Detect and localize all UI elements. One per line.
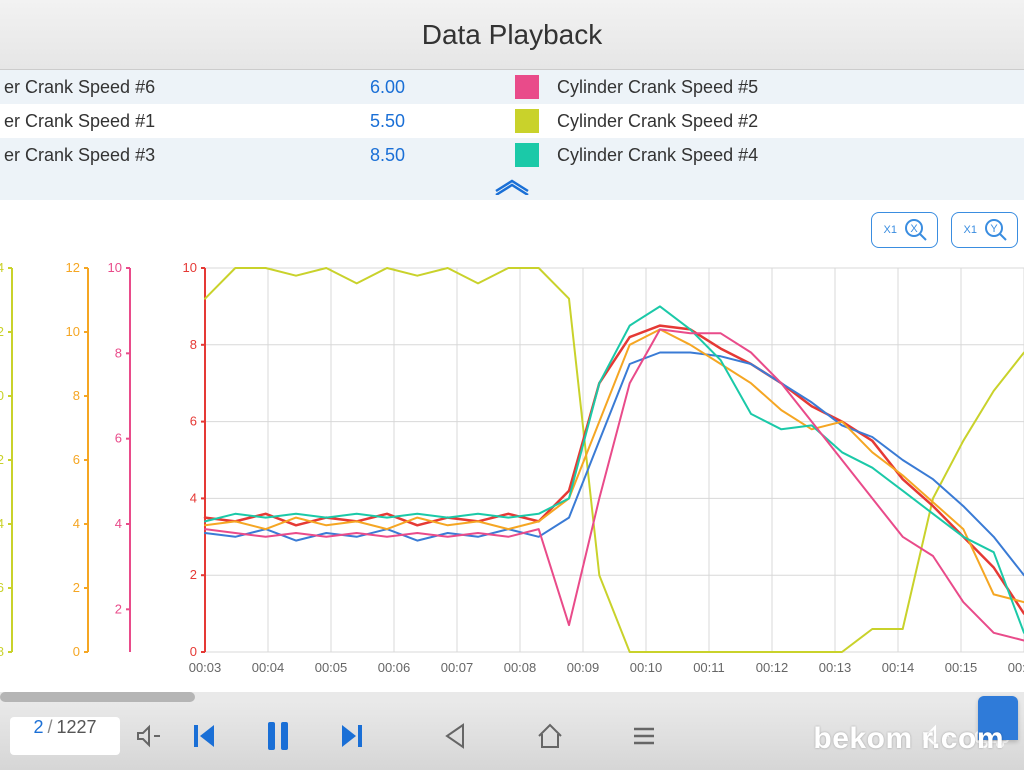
- current-frame: 2: [33, 717, 43, 738]
- svg-text:6: 6: [190, 414, 197, 429]
- svg-text:0: 0: [0, 388, 4, 403]
- legend-row[interactable]: er Crank Speed #38.50 Cylinder Crank Spee…: [0, 138, 1024, 172]
- svg-text:00:05: 00:05: [315, 660, 348, 675]
- nav-home-button[interactable]: [528, 714, 572, 758]
- title-bar: Data Playback: [0, 0, 1024, 70]
- svg-text:Y: Y: [990, 223, 998, 235]
- legend-right-label: Cylinder Crank Speed #4: [557, 145, 758, 166]
- menu-button[interactable]: [622, 714, 666, 758]
- legend-color-swatch: [515, 143, 539, 167]
- svg-text:-6: -6: [0, 580, 4, 595]
- svg-text:0: 0: [190, 644, 197, 659]
- svg-text:00:09: 00:09: [567, 660, 600, 675]
- timeline-scrollbar[interactable]: [0, 692, 1024, 702]
- zoom-x-icon: X: [903, 217, 929, 243]
- total-frames: 1227: [56, 717, 96, 738]
- page-title: Data Playback: [422, 19, 603, 51]
- collapse-legend-button[interactable]: [0, 172, 1024, 200]
- legend-table: er Crank Speed #66.00 Cylinder Crank Spee…: [0, 70, 1024, 172]
- pause-button[interactable]: [256, 714, 300, 758]
- svg-text:-8: -8: [0, 644, 4, 659]
- svg-text:-4: -4: [0, 516, 4, 531]
- svg-text:0: 0: [73, 644, 80, 659]
- svg-text:X: X: [910, 223, 918, 235]
- legend-color-swatch: [515, 109, 539, 133]
- skip-next-icon: [338, 720, 366, 752]
- svg-text:4: 4: [73, 516, 80, 531]
- svg-text:4: 4: [0, 260, 4, 275]
- home-icon: [534, 721, 566, 751]
- pause-icon: [264, 719, 292, 753]
- svg-text:00:11: 00:11: [693, 660, 725, 675]
- playback-controls: [182, 714, 374, 758]
- legend-left-value: 6.00: [345, 77, 435, 98]
- zoom-y-icon: Y: [983, 217, 1009, 243]
- legend-left-label: er Crank Speed #1: [0, 111, 345, 132]
- chevron-up-double-icon: [492, 177, 532, 195]
- expand-button[interactable]: [978, 696, 1018, 740]
- zoom-y-button[interactable]: X1 Y: [951, 212, 1018, 248]
- svg-text:2: 2: [190, 567, 197, 582]
- zoom-bar: X1 X X1 Y: [0, 200, 1024, 260]
- volume-down-button[interactable]: [126, 714, 170, 758]
- skip-prev-icon: [190, 720, 218, 752]
- svg-text:10: 10: [108, 260, 122, 275]
- svg-text:10: 10: [66, 324, 80, 339]
- svg-text:8: 8: [190, 337, 197, 352]
- frame-separator: /: [47, 717, 52, 738]
- legend-left-label: er Crank Speed #6: [0, 77, 345, 98]
- svg-text:2: 2: [0, 324, 4, 339]
- legend-right-label: Cylinder Crank Speed #5: [557, 77, 758, 98]
- nav-back-icon: [441, 721, 471, 751]
- frame-counter: 2 / 1227: [10, 717, 120, 755]
- svg-text:00:04: 00:04: [252, 660, 285, 675]
- svg-text:00:14: 00:14: [882, 660, 915, 675]
- volume-up-icon: [921, 722, 951, 750]
- svg-text:00:15: 00:15: [945, 660, 978, 675]
- zoom-x-label: X1: [884, 224, 897, 236]
- menu-icon: [630, 722, 658, 750]
- svg-text:10: 10: [183, 260, 197, 275]
- svg-text:12: 12: [66, 260, 80, 275]
- svg-text:00:16: 00:16: [1008, 660, 1024, 675]
- line-chart: 00:03 00:04 00:05 00:06 00:07 00:08 00:09 00:10…: [0, 260, 1024, 692]
- chart-area[interactable]: 00:03 00:04 00:05 00:06 00:07 00:08 00:09 00:10…: [0, 260, 1024, 692]
- nav-back-button[interactable]: [434, 714, 478, 758]
- skip-prev-button[interactable]: [182, 714, 226, 758]
- zoom-y-label: X1: [964, 224, 977, 236]
- skip-next-button[interactable]: [330, 714, 374, 758]
- svg-text:00:13: 00:13: [819, 660, 852, 675]
- zoom-x-button[interactable]: X1 X: [871, 212, 938, 248]
- legend-row[interactable]: er Crank Speed #15.50 Cylinder Crank Spee…: [0, 104, 1024, 138]
- volume-up-button[interactable]: [914, 714, 958, 758]
- svg-text:00:06: 00:06: [378, 660, 411, 675]
- svg-text:2: 2: [73, 580, 80, 595]
- svg-text:00:07: 00:07: [441, 660, 474, 675]
- scrollbar-thumb[interactable]: [0, 692, 195, 702]
- svg-text:8: 8: [115, 345, 122, 360]
- svg-text:00:08: 00:08: [504, 660, 537, 675]
- legend-color-swatch: [515, 75, 539, 99]
- svg-text:00:10: 00:10: [630, 660, 663, 675]
- svg-text:6: 6: [73, 452, 80, 467]
- volume-down-icon: [134, 722, 162, 750]
- legend-row[interactable]: er Crank Speed #66.00 Cylinder Crank Spee…: [0, 70, 1024, 104]
- svg-text:00:12: 00:12: [756, 660, 789, 675]
- svg-text:00:03: 00:03: [189, 660, 222, 675]
- playback-bar: 2 / 1227: [0, 702, 1024, 770]
- legend-right-label: Cylinder Crank Speed #2: [557, 111, 758, 132]
- svg-text:2: 2: [115, 601, 122, 616]
- svg-text:6: 6: [115, 431, 122, 446]
- legend-left-value: 8.50: [345, 145, 435, 166]
- legend-left-value: 5.50: [345, 111, 435, 132]
- svg-text:4: 4: [190, 490, 197, 505]
- svg-text:8: 8: [73, 388, 80, 403]
- svg-text:-2: -2: [0, 452, 4, 467]
- bottom-nav: [434, 714, 666, 758]
- legend-left-label: er Crank Speed #3: [0, 145, 345, 166]
- svg-text:4: 4: [115, 516, 122, 531]
